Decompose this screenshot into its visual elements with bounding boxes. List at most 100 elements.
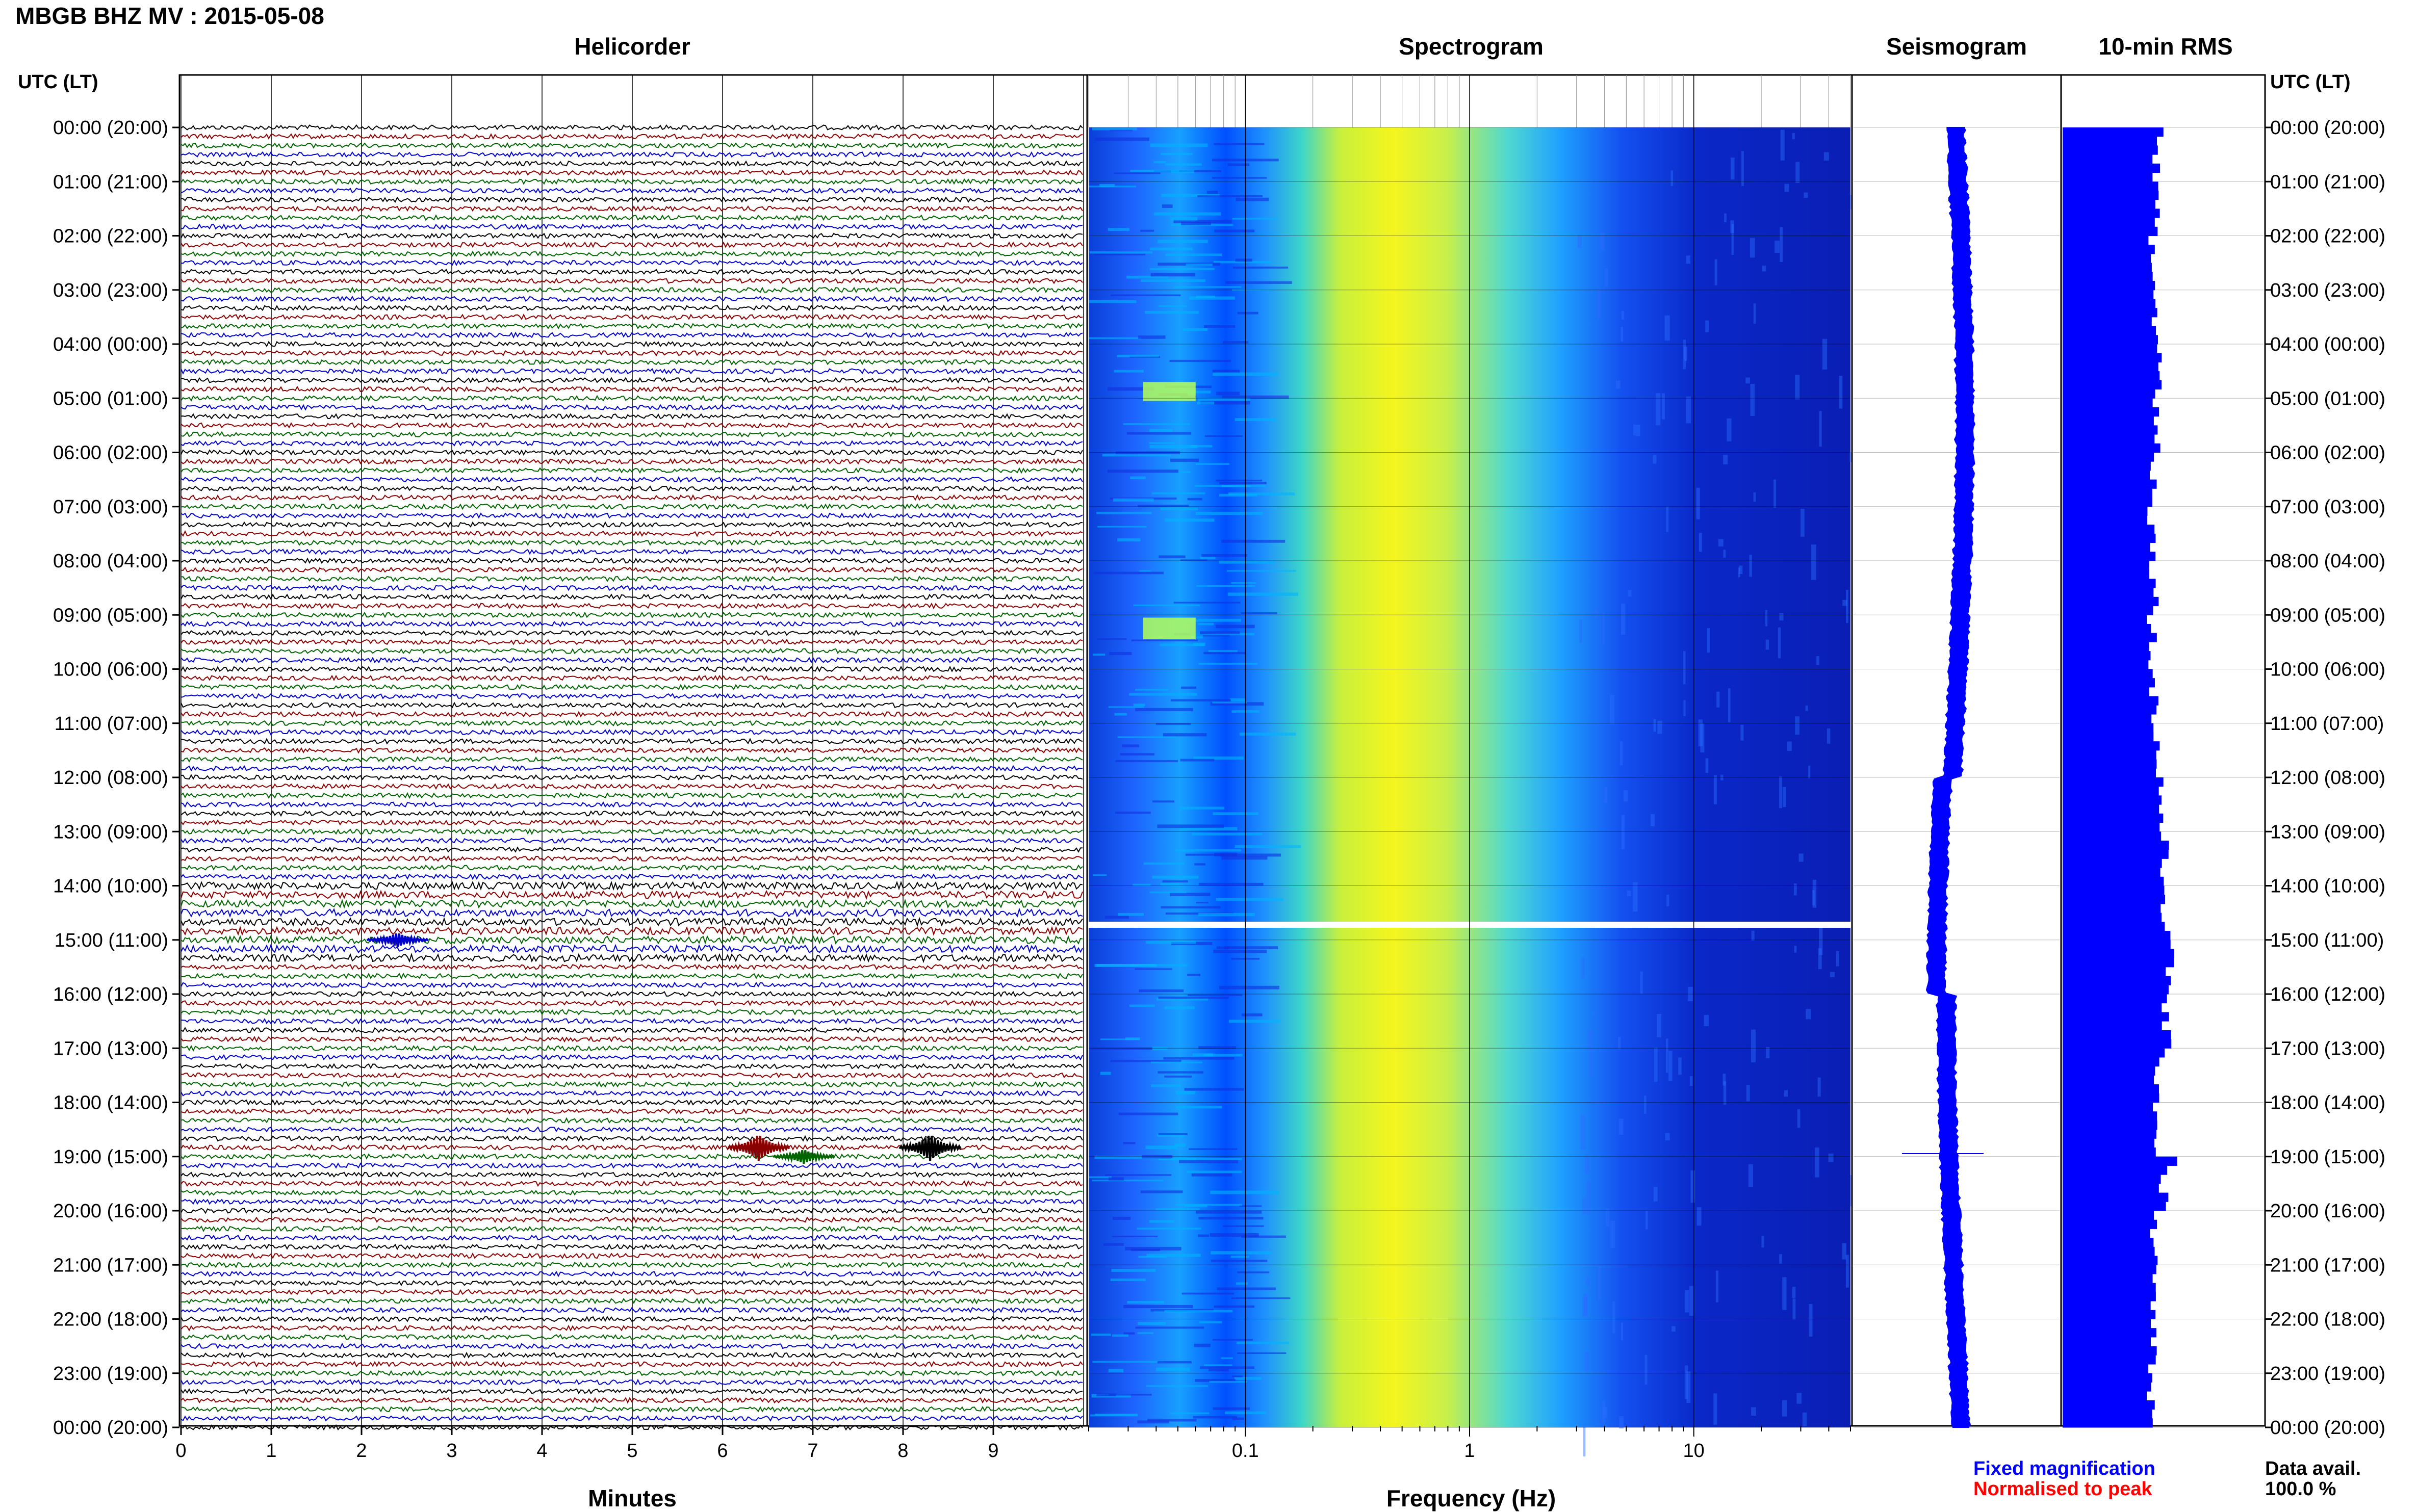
spectrogram-texture [1150, 143, 1208, 147]
spectrogram-texture [1221, 1357, 1233, 1359]
spectrogram-texture [1801, 509, 1805, 537]
helicorder-trace [181, 907, 1083, 918]
helicorder-trace [181, 133, 1083, 140]
spectrogram-texture [1114, 370, 1144, 373]
spectrogram-texture [1164, 1310, 1232, 1313]
spectrogram-patch [1143, 617, 1196, 640]
rms-bar [2063, 470, 2150, 480]
helicorder-trace [181, 765, 1083, 772]
spectrogram-texture [1173, 602, 1241, 604]
spectrogram-texture [1812, 879, 1817, 908]
y-tick-label-right: 02:00 (22:00) [2270, 226, 2385, 247]
spectrogram-texture [1705, 758, 1709, 773]
spectrogram-texture [1212, 177, 1267, 179]
spectrogram-texture [1175, 1204, 1242, 1206]
rms-bar [2063, 208, 2160, 218]
helicorder-trace [181, 1000, 1083, 1007]
spectrogram-texture [1241, 612, 1277, 614]
spectrogram-texture [1602, 612, 1605, 645]
helicorder-panel: 0 1 2 3 4 5 6 7 8 9 [175, 74, 1088, 1462]
spectrogram-texture [1195, 512, 1263, 515]
spectrogram-texture [1137, 1420, 1169, 1424]
y-tick-label-left: 07:00 (03:00) [53, 497, 168, 518]
y-tick-label-left: 00:00 (20:00) [53, 1417, 168, 1439]
spectrogram-texture [1678, 1057, 1682, 1075]
spectrogram-texture [1181, 222, 1211, 225]
y-tick-label-right: 17:00 (13:00) [2270, 1038, 2385, 1059]
spectrogram-texture [1231, 1375, 1243, 1377]
y-tick-label-left: 14:00 (10:00) [53, 876, 168, 897]
spectrogram-texture [1672, 1326, 1676, 1332]
spectrogram-texture [1723, 455, 1728, 465]
spectrogram-texture [1164, 1006, 1195, 1009]
rms-bar [2063, 1219, 2157, 1229]
helicorder-x-tick-label: 8 [897, 1440, 908, 1462]
y-tick-label-right: 23:00 (19:00) [2270, 1363, 2385, 1385]
helicorder-trace [181, 666, 1083, 673]
helicorder-trace [181, 431, 1083, 438]
rms-bar [2063, 678, 2155, 688]
helicorder-trace [181, 774, 1083, 781]
spectrogram-texture [1227, 163, 1250, 166]
spectrogram-texture [1153, 161, 1166, 164]
rms-bar [2063, 723, 2154, 733]
spectrogram-x-tick-label: 10 [1683, 1440, 1705, 1462]
spectrogram-texture [1183, 618, 1241, 622]
spectrogram-texture [1170, 699, 1231, 702]
spectrogram-texture [1686, 255, 1690, 264]
helicorder-trace [181, 898, 1083, 909]
spectrogram-texture [1212, 1339, 1253, 1341]
y-tick-label-right: 22:00 (18:00) [2270, 1309, 2385, 1331]
spectrogram-texture [1174, 1143, 1186, 1147]
rms-bar [2063, 1148, 2156, 1157]
rms-bar [2063, 1138, 2154, 1148]
rms-bar [2063, 1039, 2172, 1049]
y-tick-label-left: 22:00 (18:00) [53, 1309, 168, 1331]
rms-bar [2063, 199, 2155, 209]
spectrogram-texture [1152, 800, 1175, 803]
rms-bar [2063, 299, 2155, 308]
spectrogram-texture [1235, 845, 1301, 848]
helicorder-trace [181, 890, 1083, 900]
spectrogram-texture [1231, 1297, 1291, 1299]
spectrogram-texture [1738, 567, 1740, 578]
rms-bar [2063, 425, 2158, 435]
helicorder-event [727, 1135, 790, 1161]
helicorder-trace [181, 304, 1083, 311]
rms-bar [2063, 245, 2155, 254]
spectrogram-texture [1123, 1142, 1136, 1144]
helicorder-trace [181, 674, 1083, 682]
rms-bar [2063, 561, 2149, 570]
rms-bar [2063, 1346, 2157, 1355]
y-tick-label-right: 12:00 (08:00) [2270, 767, 2385, 789]
rms-bar [2063, 759, 2157, 769]
helicorder-trace [181, 341, 1083, 348]
rms-bar [2063, 976, 2171, 985]
helicorder-trace [181, 548, 1083, 555]
helicorder-trace [181, 783, 1083, 790]
spectrogram-texture [1163, 733, 1207, 737]
spectrogram-texture [1808, 765, 1811, 778]
spectrogram-texture [1210, 702, 1264, 706]
spectrogram-texture [1753, 303, 1756, 324]
spectrogram-texture [1135, 1326, 1204, 1329]
rms-bar [2063, 181, 2158, 191]
helicorder-trace [181, 223, 1083, 230]
helicorder-trace [181, 413, 1083, 420]
spectrogram-texture [1154, 212, 1221, 216]
spectrogram-texture [1133, 604, 1200, 607]
spectrogram-texture [1236, 197, 1269, 201]
rms-bar [2063, 1075, 2154, 1085]
spectrogram-texture [1198, 1046, 1237, 1049]
spectrogram-texture [1195, 1379, 1236, 1382]
spectrogram-texture [1750, 238, 1755, 258]
spectrogram-texture [1157, 1361, 1192, 1364]
rms-bar [2063, 263, 2152, 272]
spectrogram-texture [1782, 1277, 1787, 1310]
spectrogram-texture [1179, 806, 1224, 810]
helicorder-event [898, 1135, 962, 1161]
spectrogram-texture [1698, 719, 1703, 747]
spectrogram-texture [1123, 1332, 1135, 1335]
rms-bar [2063, 172, 2153, 182]
helicorder-trace [181, 1054, 1083, 1061]
